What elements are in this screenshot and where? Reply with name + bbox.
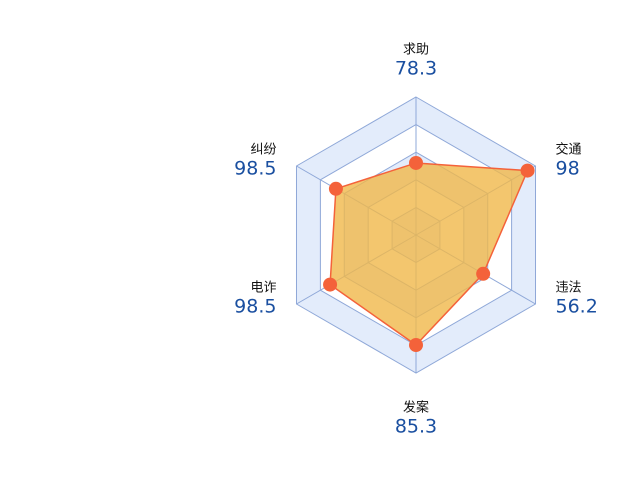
- axis-value: 98.5: [234, 158, 276, 180]
- axis-value: 98.5: [234, 296, 276, 318]
- radar-point: [328, 181, 343, 196]
- axis-value: 56.2: [556, 296, 598, 318]
- radar-point: [323, 277, 338, 292]
- axis-name: 违法: [556, 281, 582, 296]
- axis-value: 85.3: [395, 416, 437, 438]
- axis-name: 求助: [403, 43, 429, 58]
- radar-point: [476, 266, 491, 281]
- radar-point: [409, 338, 423, 353]
- axis-name: 纠纷: [250, 143, 276, 158]
- axis-name: 电诈: [250, 281, 276, 296]
- axis-value: 78.3: [395, 58, 437, 80]
- axis-value: 98: [556, 158, 580, 180]
- axis-name: 交通: [556, 142, 582, 158]
- radar-point: [409, 155, 423, 170]
- axis-name: 发案: [403, 400, 429, 416]
- radar-point: [520, 163, 535, 178]
